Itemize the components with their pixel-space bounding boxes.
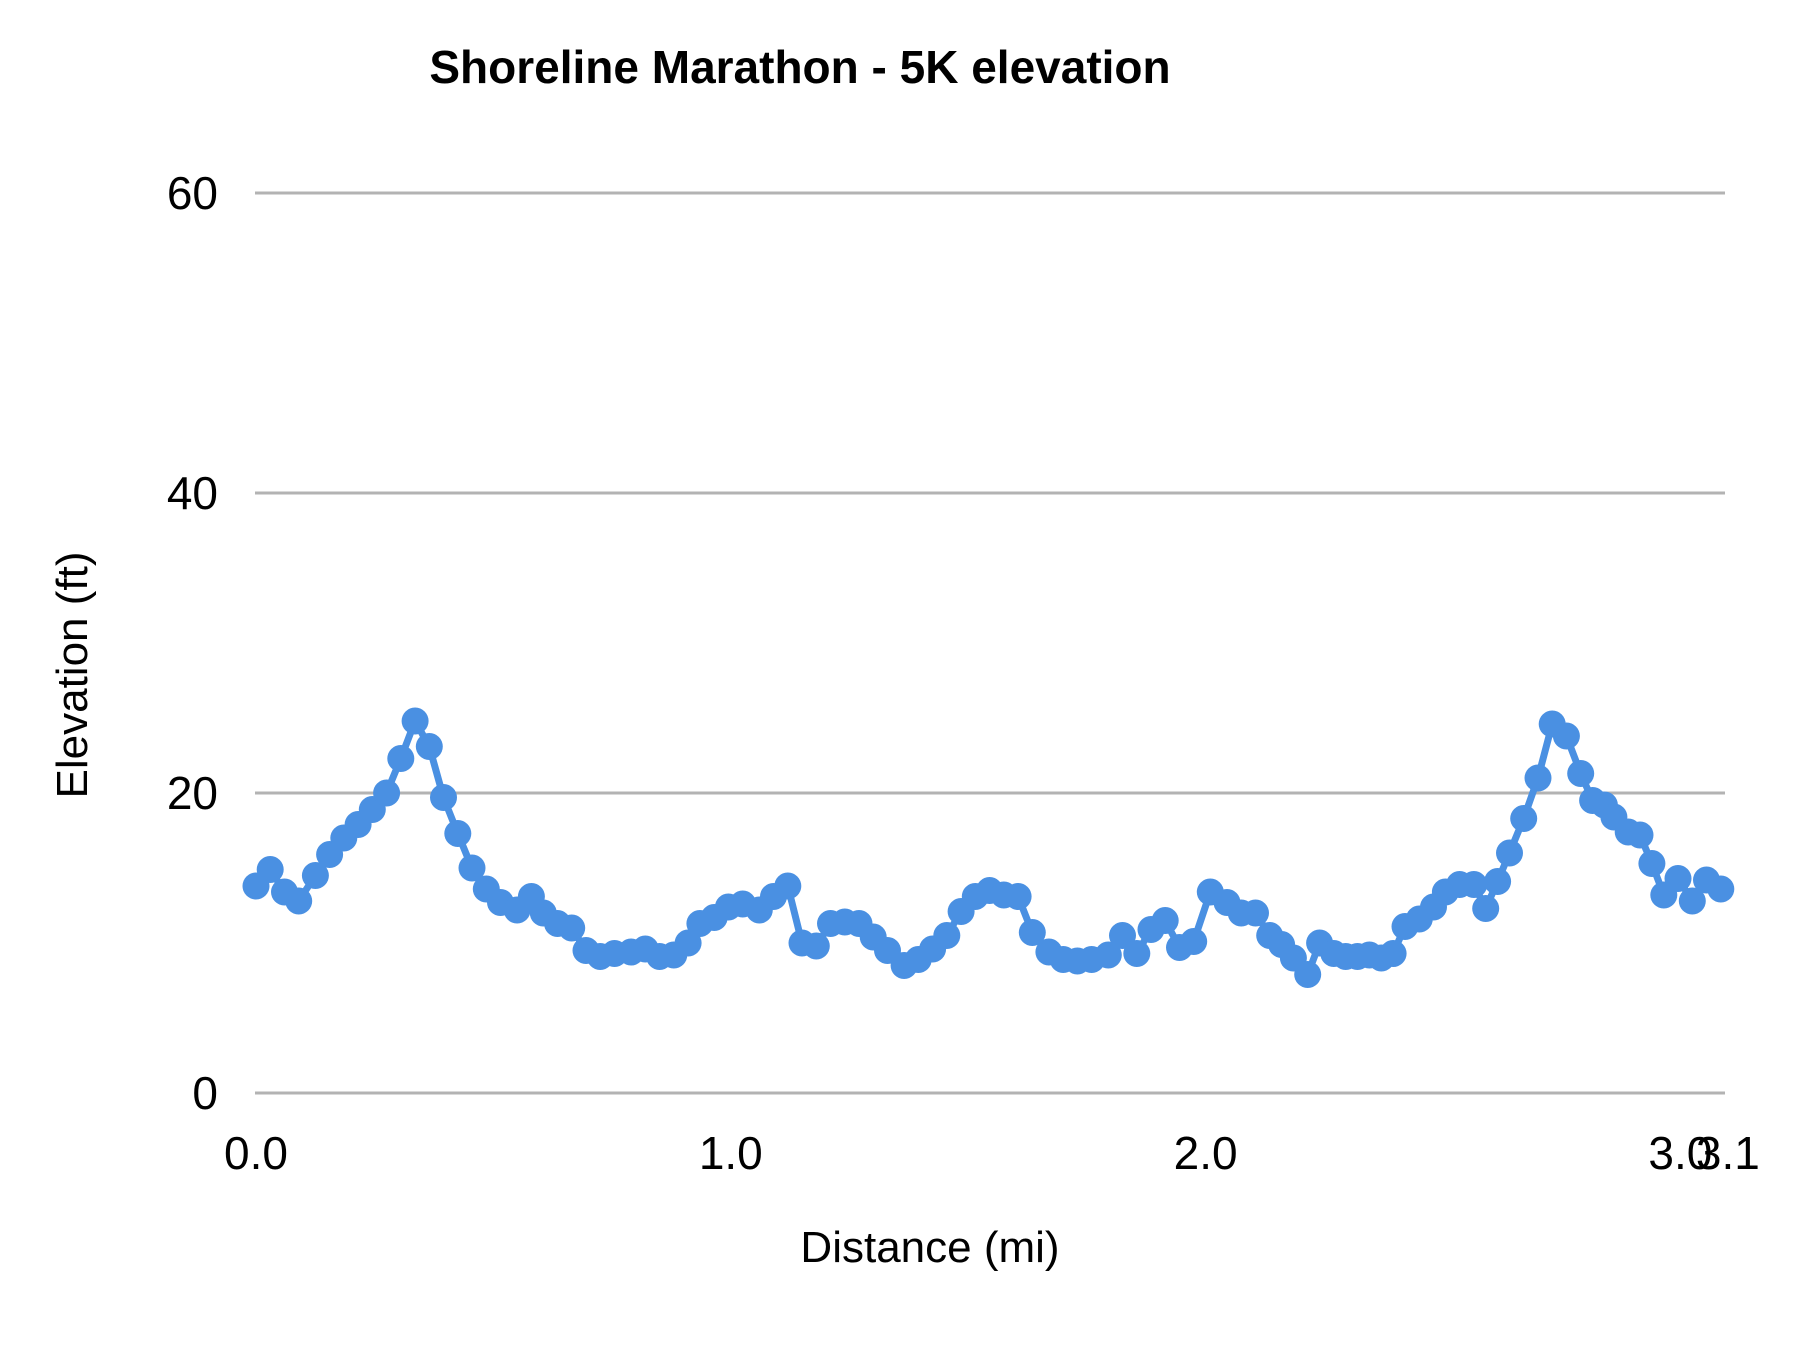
data-point (1242, 899, 1269, 927)
data-point (444, 820, 472, 847)
data-point (1018, 919, 1046, 946)
x-tick-label: 2.0 (1174, 1127, 1238, 1179)
y-tick-label: 20 (167, 767, 218, 819)
x-tick-label: 1.0 (699, 1127, 763, 1179)
gridlines-layer (255, 191, 1725, 1095)
data-point (1094, 941, 1122, 969)
data-point (802, 932, 830, 960)
data-point (1472, 895, 1500, 922)
data-point (401, 707, 429, 735)
data-point (1379, 940, 1407, 967)
data-point (1626, 821, 1654, 849)
data-point (415, 733, 443, 760)
data-point (1524, 764, 1552, 792)
data-point (387, 745, 415, 772)
data-point (285, 887, 313, 915)
data-point (1151, 907, 1179, 934)
data-point (1004, 883, 1032, 910)
data-point (933, 922, 961, 949)
data-point (674, 929, 702, 957)
x-axis-title: Distance (mi) (800, 1223, 1059, 1272)
data-point (1664, 865, 1692, 892)
data-point (1484, 868, 1512, 895)
data-point (1552, 722, 1580, 750)
tick-labels-layer: 0 20 40 60 0.0 1.0 2.0 3.03.1 (167, 167, 1760, 1179)
data-point (430, 784, 457, 811)
data-point (1678, 887, 1706, 915)
data-point (1707, 875, 1735, 903)
data-point (458, 854, 486, 882)
y-tick-label: 40 (167, 467, 218, 519)
data-point (558, 914, 586, 942)
data-point (256, 856, 284, 883)
data-point (1460, 871, 1488, 898)
data-point (1496, 839, 1523, 867)
chart-title: Shoreline Marathon - 5K elevation (429, 41, 1170, 93)
data-point (774, 872, 802, 900)
data-point (1638, 850, 1666, 877)
x-tick-label: 3.1 (1696, 1127, 1760, 1179)
x-tick-label: 3.0 (1648, 1127, 1712, 1179)
data-point (1180, 928, 1208, 955)
series-layer (242, 707, 1735, 988)
y-tick-label: 60 (167, 167, 218, 219)
data-point (1294, 961, 1322, 988)
data-point (301, 862, 329, 889)
y-tick-label: 0 (192, 1067, 218, 1119)
data-point (1510, 805, 1538, 832)
y-axis-title: Elevation (ft) (48, 552, 97, 799)
data-point (1109, 922, 1136, 949)
data-point (1567, 760, 1595, 787)
data-point (373, 779, 401, 807)
data-point (1123, 940, 1151, 967)
x-tick-label: 0.0 (224, 1127, 288, 1179)
